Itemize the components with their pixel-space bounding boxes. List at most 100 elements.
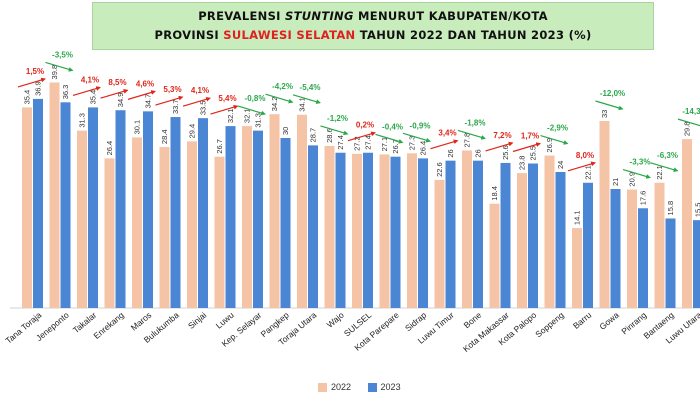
- data-label-2022: 26.9: [545, 138, 554, 153]
- change-label: 8,5%: [108, 78, 126, 87]
- change-arrow-down: [650, 162, 679, 172]
- bar-2023: [253, 130, 263, 308]
- bar-2022: [132, 137, 142, 308]
- change-label: -0,9%: [410, 121, 431, 130]
- change-label: 4,6%: [136, 79, 154, 88]
- change-label: 8,0%: [576, 151, 594, 160]
- data-label-2022: 35.4: [23, 90, 32, 105]
- legend-swatch-2023: [367, 383, 377, 393]
- data-label-2023: 30: [281, 127, 290, 135]
- change-arrow-up: [17, 77, 46, 88]
- change-label: -4,2%: [272, 82, 293, 91]
- bar-2023: [170, 117, 181, 309]
- bar-2023: [115, 110, 126, 308]
- bar-2023: [693, 220, 700, 308]
- change-label: -1,2%: [327, 114, 348, 123]
- data-label-2023: 26.4: [419, 141, 428, 156]
- bar-2023: [198, 118, 208, 309]
- category-label: Maros: [129, 310, 154, 333]
- change-label: -2,9%: [547, 124, 568, 133]
- category-label: Barru: [571, 310, 594, 331]
- data-label-2022: 28.4: [160, 129, 169, 144]
- bar-2023: [280, 138, 291, 308]
- data-label-2023: 34.9: [116, 93, 125, 108]
- change-arrow-up: [72, 86, 101, 96]
- data-label-2023: 25.5: [529, 146, 538, 161]
- bar-2022: [462, 150, 472, 308]
- change-arrow-down: [677, 118, 700, 127]
- data-label-2022: 27.2: [353, 136, 362, 151]
- data-label-2023: 27.4: [364, 135, 373, 150]
- bar-2023: [583, 182, 593, 308]
- title-part: PREVALENSI: [198, 9, 286, 23]
- bar-2023: [418, 158, 428, 308]
- change-label: -3,5%: [52, 50, 73, 59]
- legend-swatch-2022: [318, 383, 327, 393]
- bar-2022: [77, 130, 87, 308]
- legend-item-2022: 2022: [318, 382, 351, 393]
- change-arrow-down: [457, 129, 486, 140]
- change-label: 0,2%: [356, 121, 374, 130]
- chart-title-line2: PROVINSI SULAWESI SELATAN TAHUN 2022 DAN…: [93, 28, 653, 42]
- data-label-2022: 39.8: [50, 65, 59, 80]
- change-label: -3,3%: [630, 158, 651, 167]
- bar-2022: [572, 228, 582, 308]
- data-label-2023: 33.7: [171, 99, 180, 114]
- bar-2023: [225, 126, 236, 308]
- change-arrow-down: [595, 100, 624, 111]
- data-label-2022: 23.8: [518, 156, 527, 171]
- change-arrow-up: [347, 131, 376, 142]
- data-label-2023: 35.4: [89, 90, 98, 105]
- change-label: 4,1%: [191, 86, 209, 95]
- change-arrow-down: [622, 168, 651, 179]
- category-label: Luwu: [214, 310, 236, 331]
- bar-2022: [682, 139, 692, 308]
- data-label-2022: 20.9: [628, 172, 637, 187]
- data-label-2022: 29.8: [683, 122, 692, 137]
- data-label-2023: 28.7: [309, 128, 318, 143]
- change-arrow-down: [292, 94, 321, 104]
- change-arrow-up: [485, 141, 514, 152]
- change-label: 5,3%: [163, 85, 181, 94]
- change-arrow-down: [402, 132, 431, 143]
- change-arrow-up: [567, 161, 596, 172]
- change-arrow-up: [127, 90, 156, 100]
- change-arrow-down: [540, 134, 569, 145]
- data-label-2022: 22.1: [655, 165, 664, 180]
- change-label: -14,3%: [682, 107, 700, 116]
- bar-2022: [49, 82, 60, 308]
- bar-2023: [33, 98, 43, 309]
- change-arrow-up: [182, 96, 211, 107]
- data-label-2023: 34.7: [144, 94, 153, 109]
- data-label-2023: 21: [611, 178, 620, 186]
- data-label-2023: 33.5: [199, 101, 208, 116]
- bar-2022: [187, 141, 197, 308]
- bar-2023: [143, 111, 153, 308]
- bar-2022: [544, 155, 555, 308]
- change-arrow-down: [237, 105, 266, 116]
- data-label-2022: 22.6: [435, 162, 444, 177]
- category-label: Soppeng: [533, 310, 566, 340]
- change-label: -12,0%: [600, 89, 625, 98]
- data-label-2023: 26: [446, 149, 455, 157]
- title-part: TAHUN 2022 DAN TAHUN 2023 (%): [355, 28, 592, 42]
- data-label-2023: 27.4: [336, 135, 345, 150]
- bar-2022: [434, 179, 445, 308]
- category-label: Enrekang: [91, 310, 126, 341]
- bar-2023: [610, 189, 621, 308]
- data-label-2022: 33: [600, 110, 609, 118]
- bar-2022: [654, 182, 665, 308]
- data-label-2022: 18.4: [490, 186, 499, 201]
- change-label: 5,4%: [218, 94, 236, 103]
- bar-2023: [60, 102, 71, 308]
- bar-2022: [242, 126, 252, 308]
- data-label-2022: 14.1: [573, 210, 582, 225]
- bar-2022: [269, 114, 280, 308]
- data-label-2023: 31.3: [254, 113, 263, 128]
- change-label: -0,4%: [382, 122, 403, 131]
- data-label-2022: 30.1: [133, 120, 142, 135]
- bar-2022: [324, 145, 335, 308]
- data-label-2023: 15.8: [666, 201, 675, 216]
- bar-2023: [638, 208, 648, 308]
